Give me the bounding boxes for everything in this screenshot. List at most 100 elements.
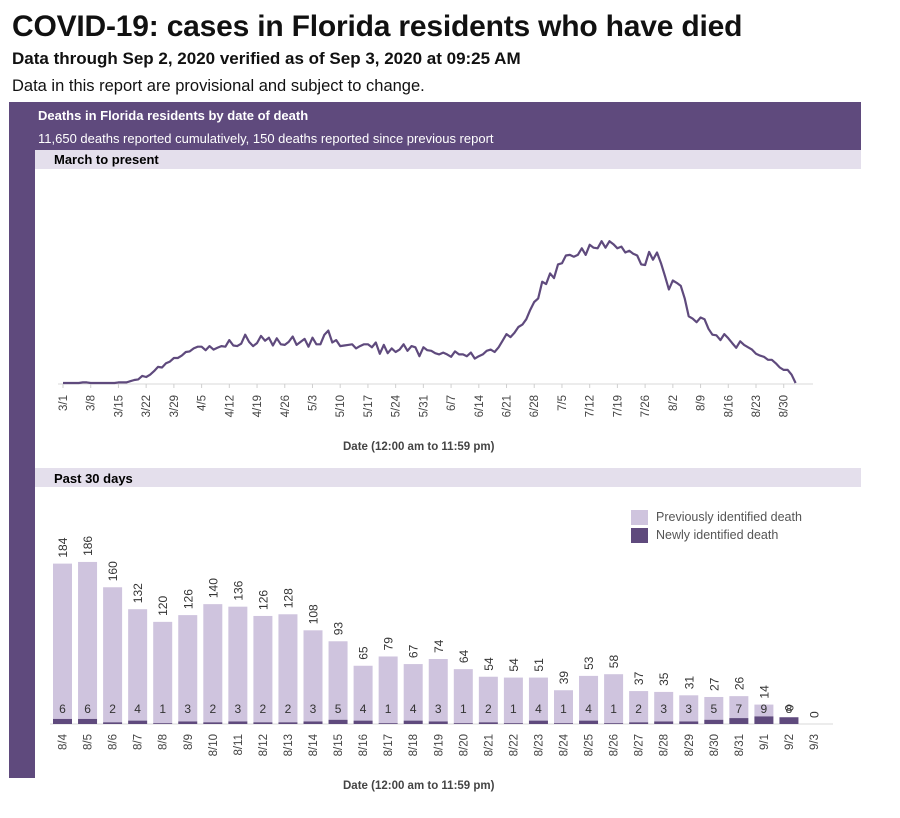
bar-previous-label: 58 xyxy=(607,655,621,669)
bar-newly xyxy=(303,721,323,724)
bar-previous xyxy=(554,690,573,724)
line-x-tick-label: 6/28 xyxy=(529,395,541,417)
bar-previous xyxy=(353,665,373,721)
bar-newly-label: 1 xyxy=(385,702,392,716)
bar-newly xyxy=(554,723,573,724)
line-x-tick-label: 3/15 xyxy=(113,395,125,417)
bar-previous-label: 126 xyxy=(181,589,195,609)
bar-newly-label: 2 xyxy=(260,702,267,716)
bar-x-tick-label: 8/25 xyxy=(584,734,596,756)
data-date-subtitle: Data through Sep 2, 2020 verified as of … xyxy=(12,49,521,68)
bar-x-tick-label: 8/6 xyxy=(108,734,120,750)
bar-x-tick-label: 9/3 xyxy=(809,734,821,750)
line-x-tick-label: 5/17 xyxy=(363,395,375,417)
bar-previous-label: 79 xyxy=(382,637,396,651)
line-x-tick-label: 8/23 xyxy=(751,395,763,417)
bar-x-tick-label: 8/5 xyxy=(83,734,95,750)
bar-newly xyxy=(754,716,774,724)
line-x-tick-label: 3/8 xyxy=(86,395,98,411)
bar-x-tick-label: 8/27 xyxy=(634,734,646,756)
bar-previous-label: 74 xyxy=(432,639,446,653)
bar-x-tick-label: 8/29 xyxy=(684,734,696,756)
legend-swatch-previous xyxy=(631,509,648,525)
bar-previous xyxy=(579,675,599,721)
bar-newly-label: 3 xyxy=(184,702,191,716)
bar-newly xyxy=(579,720,599,724)
bar-previous xyxy=(128,609,148,721)
bar-previous xyxy=(53,563,72,719)
legend-label-previous: Previously identified death xyxy=(656,510,802,524)
legend-label-newly: Newly identified death xyxy=(656,528,779,542)
bar-newly xyxy=(128,720,148,724)
bar-previous xyxy=(754,704,774,717)
bar-newly xyxy=(228,721,248,724)
bar-previous-label: 65 xyxy=(357,646,371,660)
page-title: COVID-19: cases in Florida residents who… xyxy=(12,10,743,43)
bar-previous xyxy=(278,614,298,723)
bar-newly-label: 7 xyxy=(736,702,743,716)
bar-previous-label: 51 xyxy=(532,658,546,672)
bar-newly xyxy=(453,723,473,724)
bar-newly xyxy=(779,717,799,724)
bar-newly-label: 4 xyxy=(535,702,542,716)
bar-x-tick-label: 8/13 xyxy=(283,734,295,756)
bar-previous-label: 67 xyxy=(407,644,421,658)
line-x-tick-label: 8/16 xyxy=(723,395,735,417)
bar-newly-label: 1 xyxy=(159,702,166,716)
line-x-tick-label: 5/24 xyxy=(391,394,403,417)
line-x-tick-label: 7/19 xyxy=(612,395,624,417)
bar-previous xyxy=(178,615,198,722)
bar-previous-label: 31 xyxy=(682,676,696,690)
bar-newly xyxy=(679,721,699,724)
bar-previous xyxy=(103,587,123,723)
bar-newly-label: 5 xyxy=(710,702,717,716)
panel-sidebar xyxy=(9,102,35,778)
bar-previous xyxy=(453,669,473,724)
bar-newly-label: 3 xyxy=(435,702,442,716)
bar-previous-label: 54 xyxy=(482,657,496,671)
line-x-tick-label: 4/5 xyxy=(197,395,209,411)
bar-newly-label: 9 xyxy=(761,702,768,716)
bar-newly-label: 5 xyxy=(335,702,342,716)
bar-newly xyxy=(403,720,423,724)
section-label-march: March to present xyxy=(54,152,159,167)
bar-previous-label: 160 xyxy=(106,561,120,581)
line-x-tick-label: 3/29 xyxy=(169,395,181,417)
line-x-tick-label: 6/7 xyxy=(446,395,458,411)
line-x-tick-label: 8/2 xyxy=(668,395,680,411)
legend-item-previous: Previously identified death xyxy=(631,508,802,526)
bar-x-tick-label: 8/16 xyxy=(358,734,370,756)
bar-previous-label: 0 xyxy=(808,711,822,718)
bar-newly-label: 3 xyxy=(235,702,242,716)
bar-previous-label: 54 xyxy=(507,658,521,672)
bar-x-tick-label: 8/8 xyxy=(158,734,170,750)
section-bar-march xyxy=(35,150,861,169)
bar-previous-label: 140 xyxy=(206,578,220,598)
bar-newly xyxy=(203,722,223,724)
bar-x-tick-label: 8/30 xyxy=(709,734,721,756)
bar-x-tick-label: 8/15 xyxy=(333,734,345,756)
bar-newly-label: 2 xyxy=(109,702,116,716)
bar-previous-label: 126 xyxy=(256,590,270,610)
bar-x-tick-label: 8/7 xyxy=(133,734,145,750)
bar-x-tick-label: 8/12 xyxy=(258,734,270,756)
bar-previous-label: 132 xyxy=(131,583,145,603)
bar-x-tick-label: 9/2 xyxy=(784,734,796,750)
bar-previous xyxy=(428,659,448,722)
line-x-tick-label: 3/22 xyxy=(141,395,153,417)
legend-swatch-newly xyxy=(631,527,648,543)
line-x-tick-label: 5/31 xyxy=(418,395,430,417)
bar-previous xyxy=(679,695,699,722)
line-x-tick-label: 4/12 xyxy=(224,395,236,417)
line-x-tick-label: 4/19 xyxy=(252,395,264,417)
bar-newly-label: 4 xyxy=(585,702,592,716)
bar-previous xyxy=(228,606,248,722)
bar-newly xyxy=(178,721,198,724)
bar-newly xyxy=(78,718,98,724)
bar-previous xyxy=(704,696,724,720)
bar-previous-label: 26 xyxy=(732,676,746,690)
line-x-tick-label: 8/30 xyxy=(779,395,791,417)
bar-x-tick-label: 8/9 xyxy=(183,734,195,750)
bar-previous xyxy=(729,696,749,719)
